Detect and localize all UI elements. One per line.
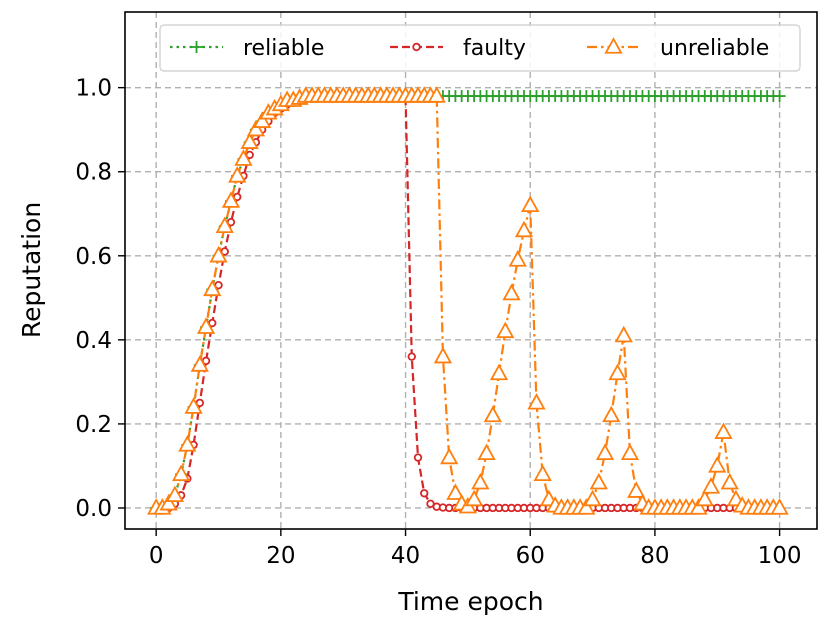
data-point-unreliable (496, 321, 515, 339)
data-point-unreliable (477, 443, 496, 461)
data-point-unreliable (228, 166, 247, 183)
data-point-faulty (420, 489, 429, 498)
data-point-unreliable (701, 477, 721, 494)
data-point-unreliable (427, 86, 446, 103)
data-point-faulty (407, 352, 416, 361)
data-point-unreliable (209, 245, 228, 263)
plot-frame (124, 11, 818, 530)
data-point-unreliable (533, 464, 552, 482)
data-point-unreliable (240, 132, 259, 149)
data-point-unreliable (190, 355, 209, 372)
data-point-unreliable (708, 456, 727, 473)
data-point-unreliable (234, 149, 253, 166)
data-point-unreliable (446, 483, 465, 500)
data-point-unreliable (695, 489, 714, 507)
data-point-unreliable (246, 119, 266, 137)
data-point-unreliable (489, 363, 509, 381)
data-point-unreliable (577, 498, 596, 515)
data-point-unreliable (627, 481, 646, 498)
axis-ticks: 0 20 40 60 80 100 0.0 0.2 0.4 0.6 0.8 1.0 (75, 76, 801, 569)
legend-frame (159, 24, 801, 72)
data-point-unreliable (527, 393, 546, 410)
series-faulty (151, 91, 784, 513)
series-layer (147, 86, 789, 515)
y-tick-label: 1.0 (75, 76, 112, 102)
grid-lines (125, 12, 817, 529)
series-unreliable (147, 86, 789, 515)
data-point-unreliable (483, 405, 502, 423)
y-axis-label: Reputation (17, 202, 46, 338)
data-point-unreliable (178, 435, 197, 452)
data-point-unreliable (583, 489, 602, 507)
data-point-reliable (773, 90, 786, 103)
legend: reliable faulty unreliable (159, 24, 801, 72)
legend-label-unreliable: unreliable (660, 36, 769, 61)
y-tick-label: 0.0 (75, 496, 112, 522)
data-point-unreliable (602, 405, 621, 423)
x-axis-label: Time epoch (397, 587, 543, 616)
y-tick-label: 0.2 (75, 412, 112, 438)
data-point-unreliable (184, 397, 203, 414)
x-tick-label: 100 (758, 543, 802, 569)
legend-marker-unreliable (604, 37, 623, 54)
data-point-unreliable (608, 363, 627, 381)
y-tick-label: 0.8 (75, 160, 112, 186)
x-tick-label: 40 (391, 543, 420, 569)
data-point-unreliable (620, 443, 640, 461)
data-point-unreliable (221, 191, 241, 208)
data-point-unreliable (464, 489, 484, 507)
data-point-unreliable (159, 493, 178, 511)
data-point-unreliable (165, 485, 184, 503)
x-tick-label: 20 (266, 543, 295, 569)
data-point-unreliable (440, 447, 459, 465)
data-point-unreliable (514, 220, 534, 238)
data-point-unreliable (714, 422, 733, 439)
data-point-unreliable (589, 472, 608, 490)
data-point-unreliable (502, 283, 521, 301)
data-point-unreliable (171, 464, 191, 482)
y-tick-label: 0.6 (75, 244, 112, 270)
data-point-unreliable (203, 279, 222, 297)
x-tick-label: 60 (516, 543, 545, 569)
data-point-unreliable (471, 472, 490, 490)
data-point-unreliable (595, 443, 615, 461)
data-point-unreliable (521, 195, 540, 213)
legend-label-faulty: faulty (463, 36, 526, 61)
legend-label-reliable: reliable (243, 36, 324, 61)
legend-marker-reliable (190, 41, 203, 53)
data-point-unreliable (215, 216, 234, 234)
data-point-unreliable (253, 111, 272, 128)
data-point-unreliable (720, 472, 739, 490)
data-point-unreliable (689, 498, 708, 515)
x-tick-label: 0 (149, 543, 164, 569)
data-point-unreliable (770, 498, 789, 515)
data-point-unreliable (433, 346, 453, 364)
data-point-unreliable (508, 250, 527, 267)
x-tick-label: 80 (640, 543, 669, 569)
data-point-unreliable (614, 325, 633, 343)
data-point-faulty (413, 453, 423, 462)
y-tick-label: 0.4 (75, 328, 112, 354)
data-point-unreliable (196, 317, 216, 334)
legend-marker-faulty (412, 42, 421, 52)
